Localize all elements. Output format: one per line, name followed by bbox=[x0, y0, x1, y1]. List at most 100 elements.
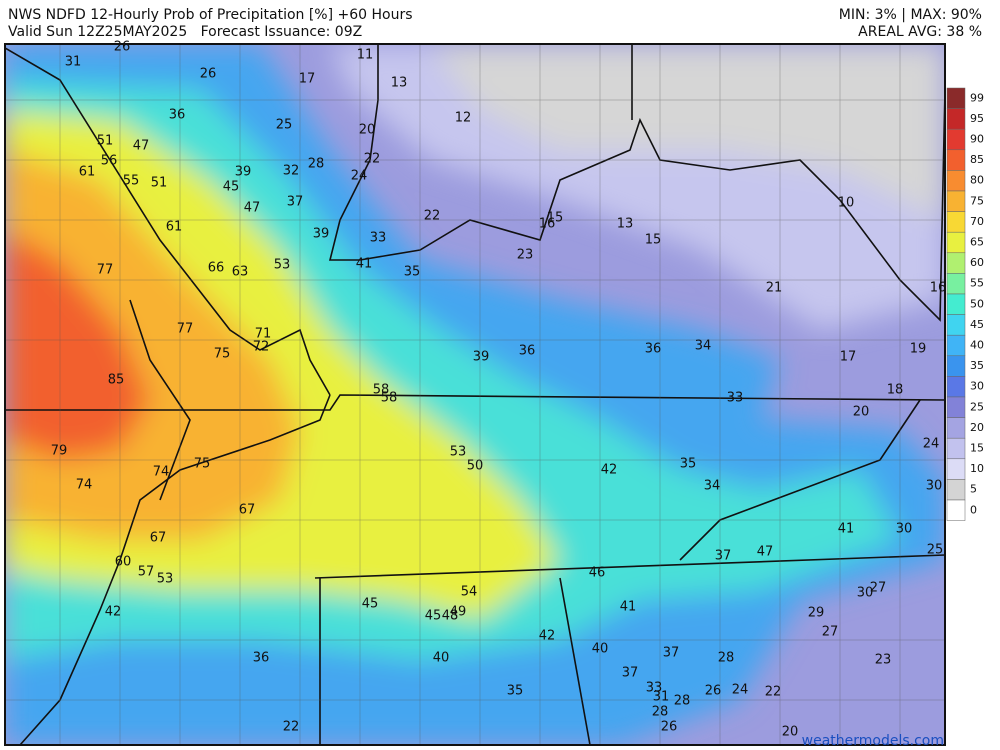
pop-label: 67 bbox=[150, 531, 167, 546]
pop-label: 42 bbox=[105, 605, 122, 620]
legend-label: 80 bbox=[970, 174, 984, 187]
pop-label: 53 bbox=[274, 258, 291, 273]
pop-label: 47 bbox=[757, 545, 774, 560]
legend-label: 40 bbox=[970, 339, 984, 352]
legend-label: 35 bbox=[970, 359, 984, 372]
pop-label: 32 bbox=[283, 164, 300, 179]
pop-label: 26 bbox=[200, 67, 217, 82]
legend-label: 90 bbox=[970, 133, 984, 146]
legend-swatch bbox=[946, 437, 966, 460]
pop-label: 28 bbox=[674, 694, 691, 709]
precip-field bbox=[5, 44, 945, 745]
legend-swatch bbox=[946, 293, 966, 315]
pop-label: 45 bbox=[362, 597, 379, 612]
legend-label: 85 bbox=[970, 153, 984, 166]
county-grid bbox=[5, 44, 945, 745]
legend-label: 95 bbox=[970, 112, 984, 125]
pop-label: 22 bbox=[424, 209, 441, 224]
pop-label: 75 bbox=[194, 457, 211, 472]
pop-label: 75 bbox=[214, 347, 231, 362]
pop-label: 10 bbox=[838, 196, 855, 211]
pop-label: 27 bbox=[822, 625, 839, 640]
pop-label: 37 bbox=[663, 646, 680, 661]
legend-swatch bbox=[946, 87, 966, 109]
legend-swatch bbox=[946, 458, 966, 480]
legend-label: 60 bbox=[970, 256, 984, 269]
pop-label: 26 bbox=[114, 40, 131, 55]
legend-swatch bbox=[946, 231, 966, 254]
pop-label: 45 bbox=[425, 609, 442, 624]
pop-label: 36 bbox=[645, 342, 662, 357]
pop-label: 60 bbox=[115, 555, 132, 570]
pop-label: 24 bbox=[923, 437, 940, 452]
pop-label: 16 bbox=[539, 217, 556, 232]
pop-label: 72 bbox=[253, 340, 270, 355]
pop-label: 23 bbox=[517, 248, 534, 263]
pop-label: 17 bbox=[840, 350, 857, 365]
legend-swatch bbox=[946, 499, 966, 521]
pop-label: 36 bbox=[519, 344, 536, 359]
pop-label: 30 bbox=[896, 522, 913, 537]
pop-label: 37 bbox=[287, 195, 304, 210]
pop-label: 58 bbox=[373, 383, 390, 398]
pop-label: 33 bbox=[646, 681, 663, 696]
pop-label: 39 bbox=[473, 350, 490, 365]
pop-label: 57 bbox=[138, 565, 155, 580]
pop-label: 45 bbox=[223, 180, 240, 195]
pop-label: 28 bbox=[308, 157, 325, 172]
pop-label: 49 bbox=[450, 605, 467, 620]
legend-label: 50 bbox=[970, 297, 984, 310]
pop-label: 20 bbox=[782, 725, 799, 740]
legend-swatch bbox=[946, 479, 966, 501]
legend-label: 70 bbox=[970, 215, 984, 228]
title: NWS NDFD 12-Hourly Prob of Precipitation… bbox=[8, 7, 413, 23]
legend-swatch bbox=[946, 190, 966, 212]
areal-avg: AREAL AVG: 38 % bbox=[858, 24, 982, 40]
watermark: weathermodels.com bbox=[802, 733, 944, 749]
pop-label: 20 bbox=[853, 405, 870, 420]
legend-label: 0 bbox=[970, 503, 977, 516]
pop-label: 42 bbox=[601, 463, 618, 478]
legend-swatch bbox=[946, 396, 966, 418]
legend-swatch bbox=[946, 314, 966, 336]
pop-label: 36 bbox=[169, 108, 186, 123]
legend-label: 10 bbox=[970, 462, 984, 475]
pop-label: 51 bbox=[151, 176, 168, 191]
pop-label: 47 bbox=[133, 139, 150, 154]
legend-swatch bbox=[946, 149, 966, 171]
pop-label: 56 bbox=[101, 154, 118, 169]
pop-label: 20 bbox=[359, 123, 376, 138]
pop-label: 25 bbox=[927, 543, 944, 558]
legend-label: 65 bbox=[970, 236, 984, 249]
pop-label: 28 bbox=[652, 705, 669, 720]
legend-label: 15 bbox=[970, 442, 984, 455]
pop-label: 41 bbox=[356, 257, 373, 272]
pop-label: 15 bbox=[547, 211, 564, 226]
pop-label: 26 bbox=[705, 684, 722, 699]
pop-label: 18 bbox=[887, 383, 904, 398]
pop-label: 67 bbox=[239, 503, 256, 518]
pop-label: 13 bbox=[391, 76, 408, 91]
pop-label: 21 bbox=[766, 281, 783, 296]
pop-label: 36 bbox=[253, 651, 270, 666]
legend-label: 45 bbox=[970, 318, 984, 331]
pop-label: 53 bbox=[157, 572, 174, 587]
pop-label: 50 bbox=[467, 459, 484, 474]
pop-label: 63 bbox=[232, 265, 249, 280]
pop-label: 79 bbox=[51, 444, 68, 459]
valid-time: Valid Sun 12Z25MAY2025 Forecast Issuance… bbox=[8, 24, 362, 40]
pop-label: 13 bbox=[617, 217, 634, 232]
pop-label: 39 bbox=[313, 227, 330, 242]
pop-label: 58 bbox=[381, 391, 398, 406]
legend-swatch bbox=[946, 355, 966, 377]
pop-label: 54 bbox=[461, 585, 478, 600]
legend-swatch bbox=[946, 417, 966, 439]
legend-label: 30 bbox=[970, 380, 984, 393]
pop-label: 28 bbox=[718, 651, 735, 666]
legend-swatch bbox=[946, 376, 966, 398]
pop-label: 25 bbox=[276, 118, 293, 133]
pop-label: 42 bbox=[539, 629, 556, 644]
legend-swatch bbox=[946, 211, 966, 233]
pop-label: 37 bbox=[622, 666, 639, 681]
